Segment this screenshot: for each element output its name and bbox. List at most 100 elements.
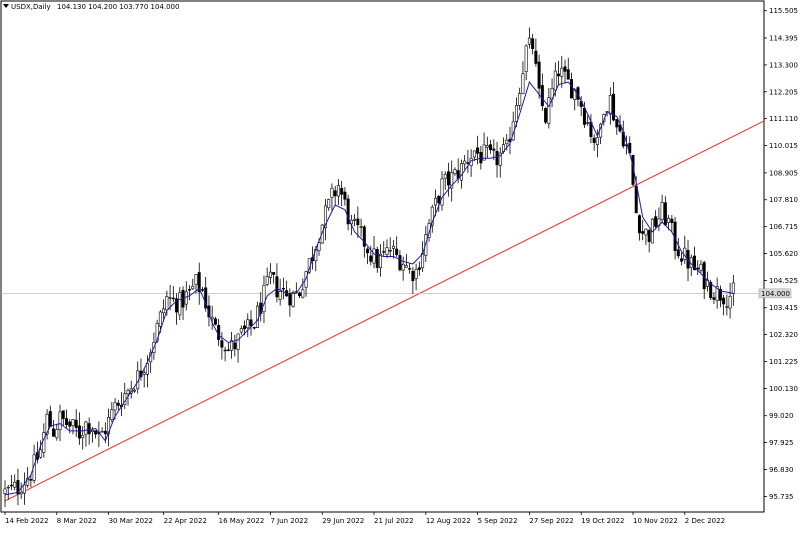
candle	[537, 54, 541, 99]
candle-body	[712, 297, 716, 300]
candle-body	[272, 272, 276, 275]
candle-body	[521, 73, 525, 94]
candle-body	[55, 429, 59, 439]
candle	[39, 440, 43, 459]
candle	[301, 278, 305, 299]
candle-body	[375, 249, 379, 268]
candle-body	[676, 249, 680, 257]
candle-body	[45, 413, 49, 435]
candle-body	[340, 188, 344, 195]
candle-body	[58, 411, 62, 430]
candle-body	[647, 230, 651, 242]
candle-body	[566, 69, 570, 80]
candle	[6, 484, 10, 500]
candle-body	[353, 218, 357, 221]
candle-body	[22, 484, 26, 494]
candle	[434, 189, 438, 217]
y-tick-label: 113.300	[769, 61, 798, 69]
candle	[608, 87, 612, 125]
candle	[142, 367, 146, 388]
candle-body	[184, 291, 188, 305]
candle	[563, 59, 567, 84]
candle	[233, 334, 237, 357]
candle	[372, 235, 376, 269]
candle-body	[3, 488, 7, 494]
candle-body	[524, 45, 528, 72]
x-tick-label: 2 Dec 2022	[685, 517, 725, 525]
candle	[524, 44, 528, 81]
candle-body	[233, 342, 237, 350]
candle	[343, 187, 347, 206]
candle	[404, 254, 408, 268]
triangle-down-icon[interactable]	[3, 4, 9, 8]
candle-body	[401, 263, 405, 271]
ohlc-values: 104.130 104.200 103.770 104.000	[57, 3, 179, 11]
candle	[275, 263, 279, 303]
x-tick-label: 12 Aug 2022	[426, 517, 471, 525]
candle	[382, 241, 386, 257]
candle-body	[569, 79, 573, 99]
candle-body	[505, 139, 509, 144]
candle	[476, 135, 480, 165]
candle	[55, 423, 59, 441]
candle	[715, 277, 719, 309]
candle	[531, 33, 535, 55]
candle-body	[362, 226, 366, 247]
candle	[547, 87, 551, 129]
y-tick-label: 102.320	[769, 331, 798, 339]
candle	[411, 266, 415, 294]
candle-body	[663, 202, 667, 226]
candle	[327, 198, 331, 211]
candle-body	[553, 70, 557, 91]
candle-body	[644, 228, 648, 236]
candle-body	[722, 297, 726, 305]
candle-body	[19, 492, 23, 495]
x-tick-label: 7 Jun 2022	[270, 517, 308, 525]
trendline[interactable]	[4, 120, 765, 502]
candle	[644, 228, 648, 245]
candle	[495, 141, 499, 178]
candle-body	[398, 255, 402, 271]
candle	[385, 239, 389, 259]
plot-frame	[0, 0, 765, 513]
candle-body	[207, 305, 211, 318]
candle-body	[346, 198, 350, 225]
candle-body	[213, 318, 217, 325]
candle	[191, 278, 195, 290]
candle-body	[531, 38, 535, 49]
candle-body	[408, 268, 412, 270]
candle-body	[239, 328, 243, 333]
candle-body	[683, 247, 687, 260]
candle-body	[547, 97, 551, 124]
candle	[29, 474, 33, 488]
candle	[463, 155, 467, 170]
candle	[586, 115, 590, 126]
candle-body	[495, 151, 499, 166]
candle	[71, 419, 75, 435]
candle-body	[249, 319, 253, 327]
candle-body	[434, 197, 438, 206]
candle-body	[414, 269, 418, 279]
candle	[281, 277, 285, 300]
y-tick-label: 107.810	[769, 196, 798, 204]
candle	[482, 132, 486, 161]
candle-body	[204, 287, 208, 309]
candle-body	[440, 178, 444, 206]
y-tick-label: 115.505	[769, 7, 798, 15]
candle	[13, 474, 17, 491]
candle-body	[582, 107, 586, 125]
candle	[333, 185, 337, 205]
candle	[346, 194, 350, 231]
candle	[521, 61, 525, 95]
candle-body	[223, 349, 227, 352]
candle	[207, 295, 211, 327]
candle-body	[281, 288, 285, 290]
y-tick-label: 97.925	[769, 439, 794, 447]
candle	[712, 292, 716, 304]
candle-body	[366, 248, 370, 254]
candle-body	[103, 430, 107, 435]
candle	[443, 171, 447, 190]
candle-body	[110, 409, 114, 420]
